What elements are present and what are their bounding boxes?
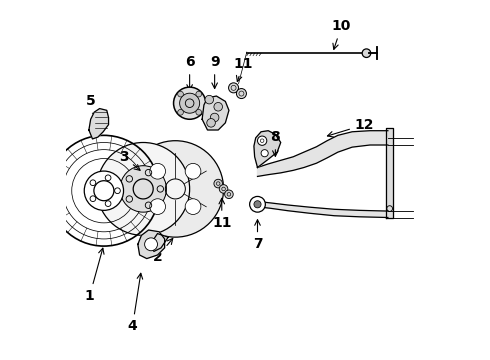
Circle shape — [180, 93, 199, 113]
Circle shape — [145, 238, 157, 251]
Circle shape — [150, 199, 166, 215]
Circle shape — [224, 190, 233, 199]
Polygon shape — [258, 131, 388, 176]
Circle shape — [228, 83, 239, 93]
Circle shape — [220, 185, 228, 193]
Circle shape — [185, 199, 201, 215]
Text: 7: 7 — [253, 220, 262, 251]
Circle shape — [178, 109, 183, 115]
Circle shape — [205, 95, 214, 104]
Polygon shape — [202, 96, 229, 130]
Polygon shape — [89, 109, 109, 139]
Circle shape — [97, 143, 190, 235]
Circle shape — [173, 87, 206, 119]
Polygon shape — [150, 234, 168, 251]
Polygon shape — [258, 202, 388, 217]
Text: 5: 5 — [86, 94, 98, 117]
Text: 11: 11 — [233, 57, 253, 81]
Text: 2: 2 — [152, 238, 173, 264]
Text: 12: 12 — [327, 118, 374, 137]
Circle shape — [254, 201, 261, 208]
Circle shape — [210, 113, 219, 122]
Circle shape — [120, 166, 167, 212]
Polygon shape — [386, 128, 393, 217]
Circle shape — [127, 141, 223, 237]
Circle shape — [261, 150, 268, 157]
Circle shape — [185, 163, 201, 179]
Circle shape — [214, 179, 222, 188]
Circle shape — [196, 109, 201, 115]
Circle shape — [196, 91, 201, 97]
Text: 3: 3 — [119, 150, 140, 170]
Text: 11: 11 — [212, 198, 232, 230]
Circle shape — [84, 171, 123, 210]
Circle shape — [207, 118, 215, 127]
Text: 9: 9 — [210, 55, 220, 89]
Text: 4: 4 — [127, 273, 143, 333]
Circle shape — [237, 89, 246, 99]
Text: 8: 8 — [270, 130, 280, 156]
Circle shape — [362, 49, 371, 58]
Circle shape — [258, 136, 267, 145]
Polygon shape — [138, 230, 165, 258]
Text: 6: 6 — [185, 55, 195, 90]
Text: 1: 1 — [85, 248, 104, 303]
Polygon shape — [254, 131, 281, 167]
Circle shape — [150, 163, 166, 179]
Circle shape — [214, 103, 222, 111]
Text: 10: 10 — [332, 19, 351, 49]
Circle shape — [249, 197, 266, 212]
Circle shape — [178, 91, 183, 97]
